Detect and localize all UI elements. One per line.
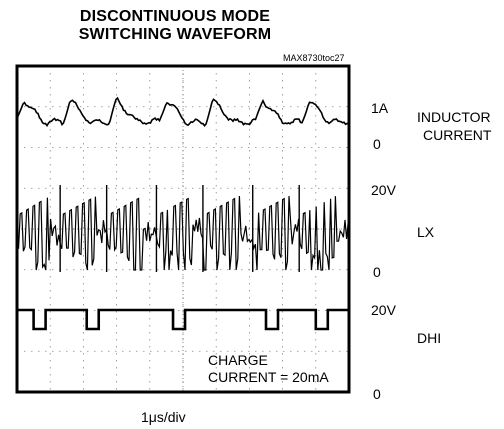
- plot-frame: [15, 64, 351, 394]
- figure-tag: MAX8730toc27: [283, 53, 345, 63]
- annotation-line2: CURRENT = 20mA: [208, 369, 329, 385]
- chart-subtitle: SWITCHING WAVEFORM: [78, 26, 272, 43]
- inductor-scale-top: 1A: [371, 100, 389, 116]
- chart-title: DISCONTINUOUS MODE: [79, 8, 271, 25]
- dhi-scale-top: 20V: [371, 302, 396, 318]
- plot-grid: [17, 66, 349, 392]
- inductor-scale-bottom: 0: [373, 136, 381, 152]
- dhi-channel-label: DHI: [417, 330, 442, 346]
- inductor-channel-label: INDUCTOR CURRENT: [417, 108, 491, 144]
- lx-scale-top: 20V: [371, 182, 396, 198]
- x-axis-label: 1μs/div: [141, 409, 186, 425]
- lx-scale-bottom: 0: [373, 264, 381, 280]
- charge-current-annotation: CHARGE CURRENT = 20mA: [208, 352, 329, 386]
- lx-channel-label: LX: [417, 224, 435, 240]
- inductor-label-line1: INDUCTOR: [417, 109, 491, 125]
- dhi-trace: [17, 308, 349, 331]
- inductor-current-trace: [16, 96, 349, 128]
- inductor-label-line2: CURRENT: [423, 127, 492, 143]
- dhi-scale-bottom: 0: [373, 386, 381, 402]
- waveform-traces: [16, 96, 349, 331]
- annotation-line1: CHARGE: [208, 352, 268, 368]
- lx-trace: [16, 195, 349, 271]
